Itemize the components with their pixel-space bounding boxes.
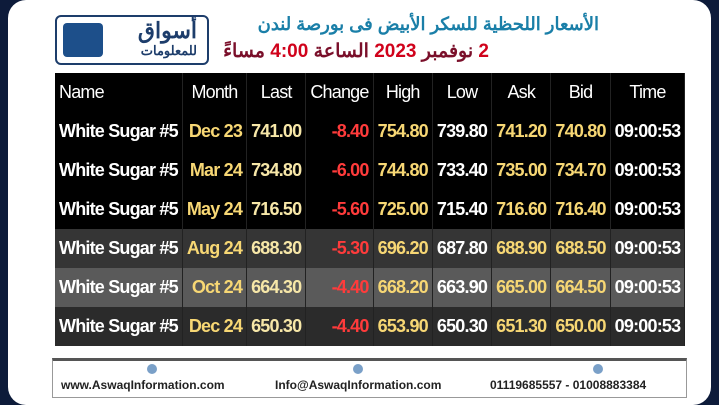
date-part: 2 <box>478 41 489 62</box>
cell: 734.80 <box>246 151 307 190</box>
title: الأسعار اللحظية للسكر الأبيض فى بورصة لن… <box>257 14 599 34</box>
cell: 687.80 <box>432 229 493 268</box>
row: White Sugar #5 Dec 23 741.00 -8.40 754.80 739… <box>55 112 686 151</box>
logo-name: أسواق <box>137 18 197 43</box>
cell: 716.50 <box>246 190 307 229</box>
logo-icon <box>63 23 103 57</box>
cell: White Sugar #5 <box>55 229 183 268</box>
cell: 741.00 <box>246 112 307 151</box>
cell: 663.90 <box>432 268 493 307</box>
cell: Oct 24 <box>182 268 248 307</box>
cell: 733.40 <box>432 151 493 190</box>
column-header: Change <box>305 73 374 112</box>
column-header: Low <box>432 73 493 112</box>
cell: -5.30 <box>305 229 374 268</box>
cell: May 24 <box>182 190 248 229</box>
date-part: الساعة <box>313 41 369 62</box>
cell: 688.50 <box>550 229 611 268</box>
logo: أسواق للمعلومات <box>55 15 209 65</box>
cell: 650.30 <box>246 307 307 346</box>
column-header: Last <box>246 73 307 112</box>
column-header: Month <box>182 73 248 112</box>
icon <box>593 364 603 374</box>
cell: Mar 24 <box>182 151 248 190</box>
cell: 651.30 <box>491 307 552 346</box>
cell: 715.40 <box>432 190 493 229</box>
logo-sub: للمعلومات <box>140 43 197 58</box>
cell: 716.60 <box>491 190 552 229</box>
row: White Sugar #5 May 24 716.50 -5.60 725.00 715… <box>55 190 686 229</box>
price-table: Name Month Last Change High Low Ask Bid Time Whit… <box>55 73 686 346</box>
column-header: High <box>373 73 433 112</box>
row: White Sugar #5 Mar 24 734.80 -6.00 744.80 733… <box>55 151 686 190</box>
cell: 688.90 <box>491 229 552 268</box>
footer: www.AswaqInformation.com Info@AswaqInfor… <box>52 358 687 398</box>
cell: 688.30 <box>246 229 307 268</box>
cell: -4.40 <box>305 268 374 307</box>
cell: Dec 23 <box>182 112 248 151</box>
cell: 09:00:53 <box>610 268 686 307</box>
cell: 650.30 <box>432 307 493 346</box>
cell: -8.40 <box>305 112 374 151</box>
cell: 668.20 <box>373 268 433 307</box>
date-part: 4:00 <box>270 41 309 62</box>
column-header: Time <box>610 73 686 112</box>
cell: 741.20 <box>491 112 552 151</box>
cell: 09:00:53 <box>610 307 686 346</box>
cell: 09:00:53 <box>610 229 686 268</box>
cell: Dec 24 <box>182 307 248 346</box>
cell: -4.40 <box>305 307 374 346</box>
cell: 735.00 <box>491 151 552 190</box>
cell: White Sugar #5 <box>55 307 183 346</box>
header-row: Name Month Last Change High Low Ask Bid Time <box>55 73 686 112</box>
cell: 650.00 <box>550 307 611 346</box>
date: 2 نوفمبر 2023 الساعة 4:00 مساءً <box>223 40 489 63</box>
cell: 739.80 <box>432 112 493 151</box>
icon <box>147 364 157 374</box>
cell: 734.70 <box>550 151 611 190</box>
row: White Sugar #5 Dec 24 650.30 -4.40 653.90 650… <box>55 307 686 346</box>
date-part: نوفمبر <box>421 41 474 62</box>
row: White Sugar #5 Oct 24 664.30 -4.40 668.20 663… <box>55 268 686 307</box>
cell: 716.40 <box>550 190 611 229</box>
cell: 725.00 <box>373 190 433 229</box>
cell: 664.30 <box>246 268 307 307</box>
date-part: 2023 <box>374 41 417 62</box>
cell: 09:00:53 <box>610 190 686 229</box>
cell: 09:00:53 <box>610 112 686 151</box>
icon <box>353 364 363 374</box>
row: White Sugar #5 Aug 24 688.30 -5.30 696.20 687… <box>55 229 686 268</box>
cell: 664.50 <box>550 268 611 307</box>
website: www.AswaqInformation.com <box>61 378 225 392</box>
phones: 01119685557 - 01008883384 <box>490 378 647 392</box>
cell: Aug 24 <box>182 229 248 268</box>
cell: White Sugar #5 <box>55 112 183 151</box>
column-header: Bid <box>550 73 611 112</box>
column-header: Name <box>55 73 183 112</box>
cell: 754.80 <box>373 112 433 151</box>
cell: 653.90 <box>373 307 433 346</box>
cell: 09:00:53 <box>610 151 686 190</box>
column-header: Ask <box>491 73 552 112</box>
cell: White Sugar #5 <box>55 190 183 229</box>
cell: 696.20 <box>373 229 433 268</box>
date-part: مساءً <box>223 41 265 62</box>
cell: 665.00 <box>491 268 552 307</box>
cell: White Sugar #5 <box>55 151 183 190</box>
cell: 744.80 <box>373 151 433 190</box>
cell: -6.00 <box>305 151 374 190</box>
cell: 740.80 <box>550 112 611 151</box>
cell: -5.60 <box>305 190 374 229</box>
cell: White Sugar #5 <box>55 268 183 307</box>
email: Info@AswaqInformation.com <box>275 378 442 392</box>
